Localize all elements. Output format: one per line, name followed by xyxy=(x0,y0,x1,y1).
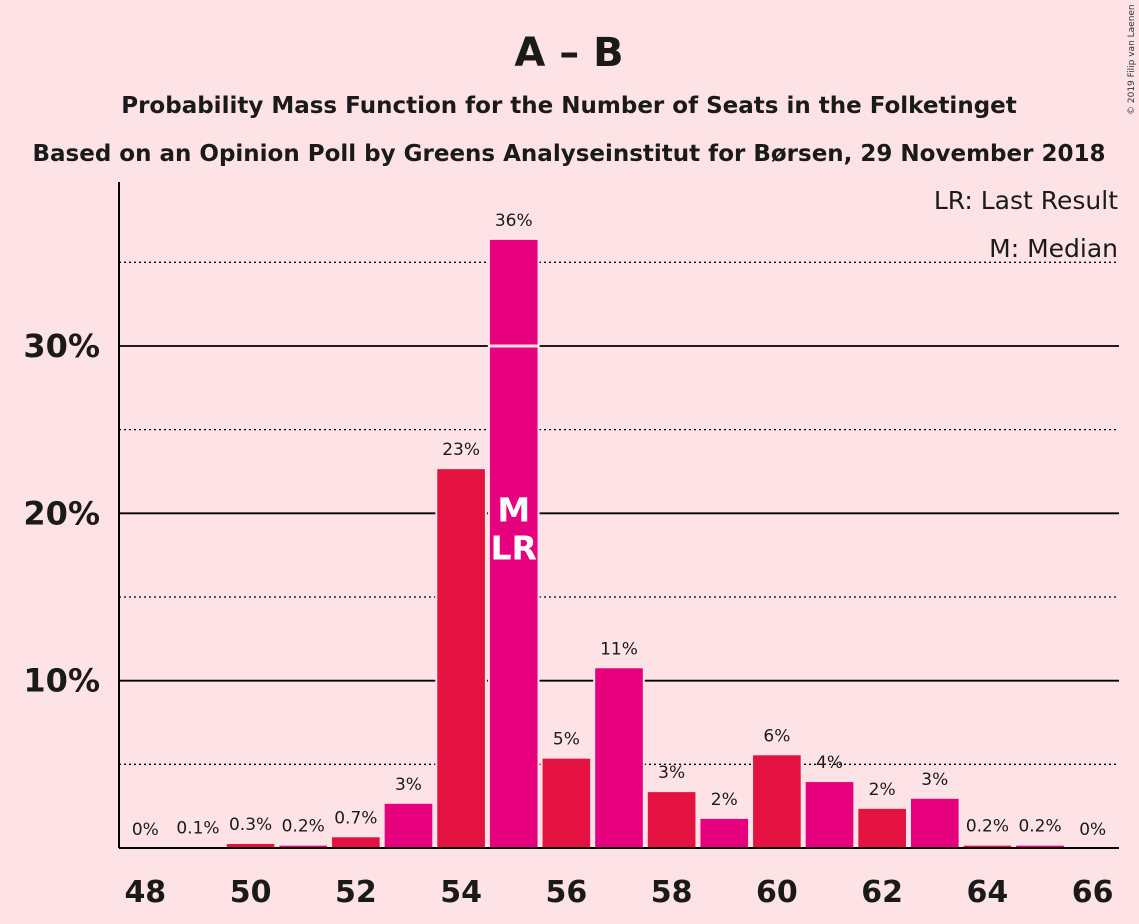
x-tick-label: 56 xyxy=(545,875,587,910)
bar-seat-62 xyxy=(856,806,908,849)
x-tick-label: 54 xyxy=(440,875,482,910)
bar-value-label: 5% xyxy=(553,730,580,750)
bar-value-label: 11% xyxy=(600,639,638,659)
x-tick-label: 48 xyxy=(124,875,166,910)
y-tick-label: 10% xyxy=(23,662,100,700)
bar-seat-55 xyxy=(487,237,540,849)
x-tick-label: 62 xyxy=(861,875,903,910)
bar-seat-53 xyxy=(382,801,435,849)
bar-value-label: 2% xyxy=(869,780,896,800)
bar-value-label: 0.2% xyxy=(1018,817,1061,837)
bar-value-label: 0.1% xyxy=(176,818,219,838)
bar-seat-63 xyxy=(908,796,961,850)
bar-seat-59 xyxy=(698,816,751,849)
median-marker: M xyxy=(497,490,530,529)
bar-seat-54 xyxy=(435,467,487,849)
chart-title: A – B xyxy=(514,30,623,76)
bar-seat-56 xyxy=(540,756,593,849)
bar-seat-60 xyxy=(751,753,803,849)
bar-value-label: 36% xyxy=(495,211,533,231)
y-tick-label: 20% xyxy=(23,494,100,532)
legend-median: M: Median xyxy=(989,234,1118,263)
bar-value-label: 3% xyxy=(658,763,685,783)
bar-value-label: 2% xyxy=(711,790,738,810)
bar-value-label: 3% xyxy=(395,775,422,795)
bars: 0% 0.1% 0.3% 0.2% 0.7% 3% 23% 36% 5% 11% 3% 2% 6% 4% 2… xyxy=(132,211,1106,850)
bar-value-label: 23% xyxy=(442,440,480,460)
bar-value-label: 0.7% xyxy=(334,808,377,828)
bar-value-label: 0% xyxy=(1079,820,1106,840)
bar-seat-52 xyxy=(330,835,382,850)
axes: 48 50 52 54 56 58 60 62 64 66 xyxy=(118,182,1119,910)
bar-seat-61 xyxy=(803,780,856,849)
y-tick-label: 30% xyxy=(23,327,100,365)
x-tick-label: 64 xyxy=(967,875,1009,910)
bar-value-label: 3% xyxy=(921,770,948,790)
bar-value-label: 6% xyxy=(763,726,790,746)
bar-seat-58 xyxy=(645,790,698,850)
bar-value-label: 0.2% xyxy=(966,817,1009,837)
legend-last-result: LR: Last Result xyxy=(934,186,1118,215)
x-tick-label: 58 xyxy=(651,875,693,910)
bar-value-label: 4% xyxy=(816,753,843,773)
x-tick-label: 60 xyxy=(756,875,798,910)
x-tick-label: 66 xyxy=(1072,875,1114,910)
gridlines: 10% 20% 30% xyxy=(23,261,1119,765)
x-tick-label: 52 xyxy=(335,875,377,910)
bar-value-label: 0.2% xyxy=(282,817,325,837)
bar-value-label: 0.3% xyxy=(229,815,272,835)
bar-seat-57 xyxy=(593,666,645,849)
last-result-marker: LR xyxy=(491,528,537,567)
chart-subtitle: Probability Mass Function for the Number… xyxy=(121,93,1017,119)
chart-source: Based on an Opinion Poll by Greens Analy… xyxy=(33,141,1106,167)
x-tick-label: 50 xyxy=(230,875,272,910)
bar-value-label: 0% xyxy=(132,820,159,840)
copyright-text: © 2019 Filip van Laenen xyxy=(1127,4,1137,115)
